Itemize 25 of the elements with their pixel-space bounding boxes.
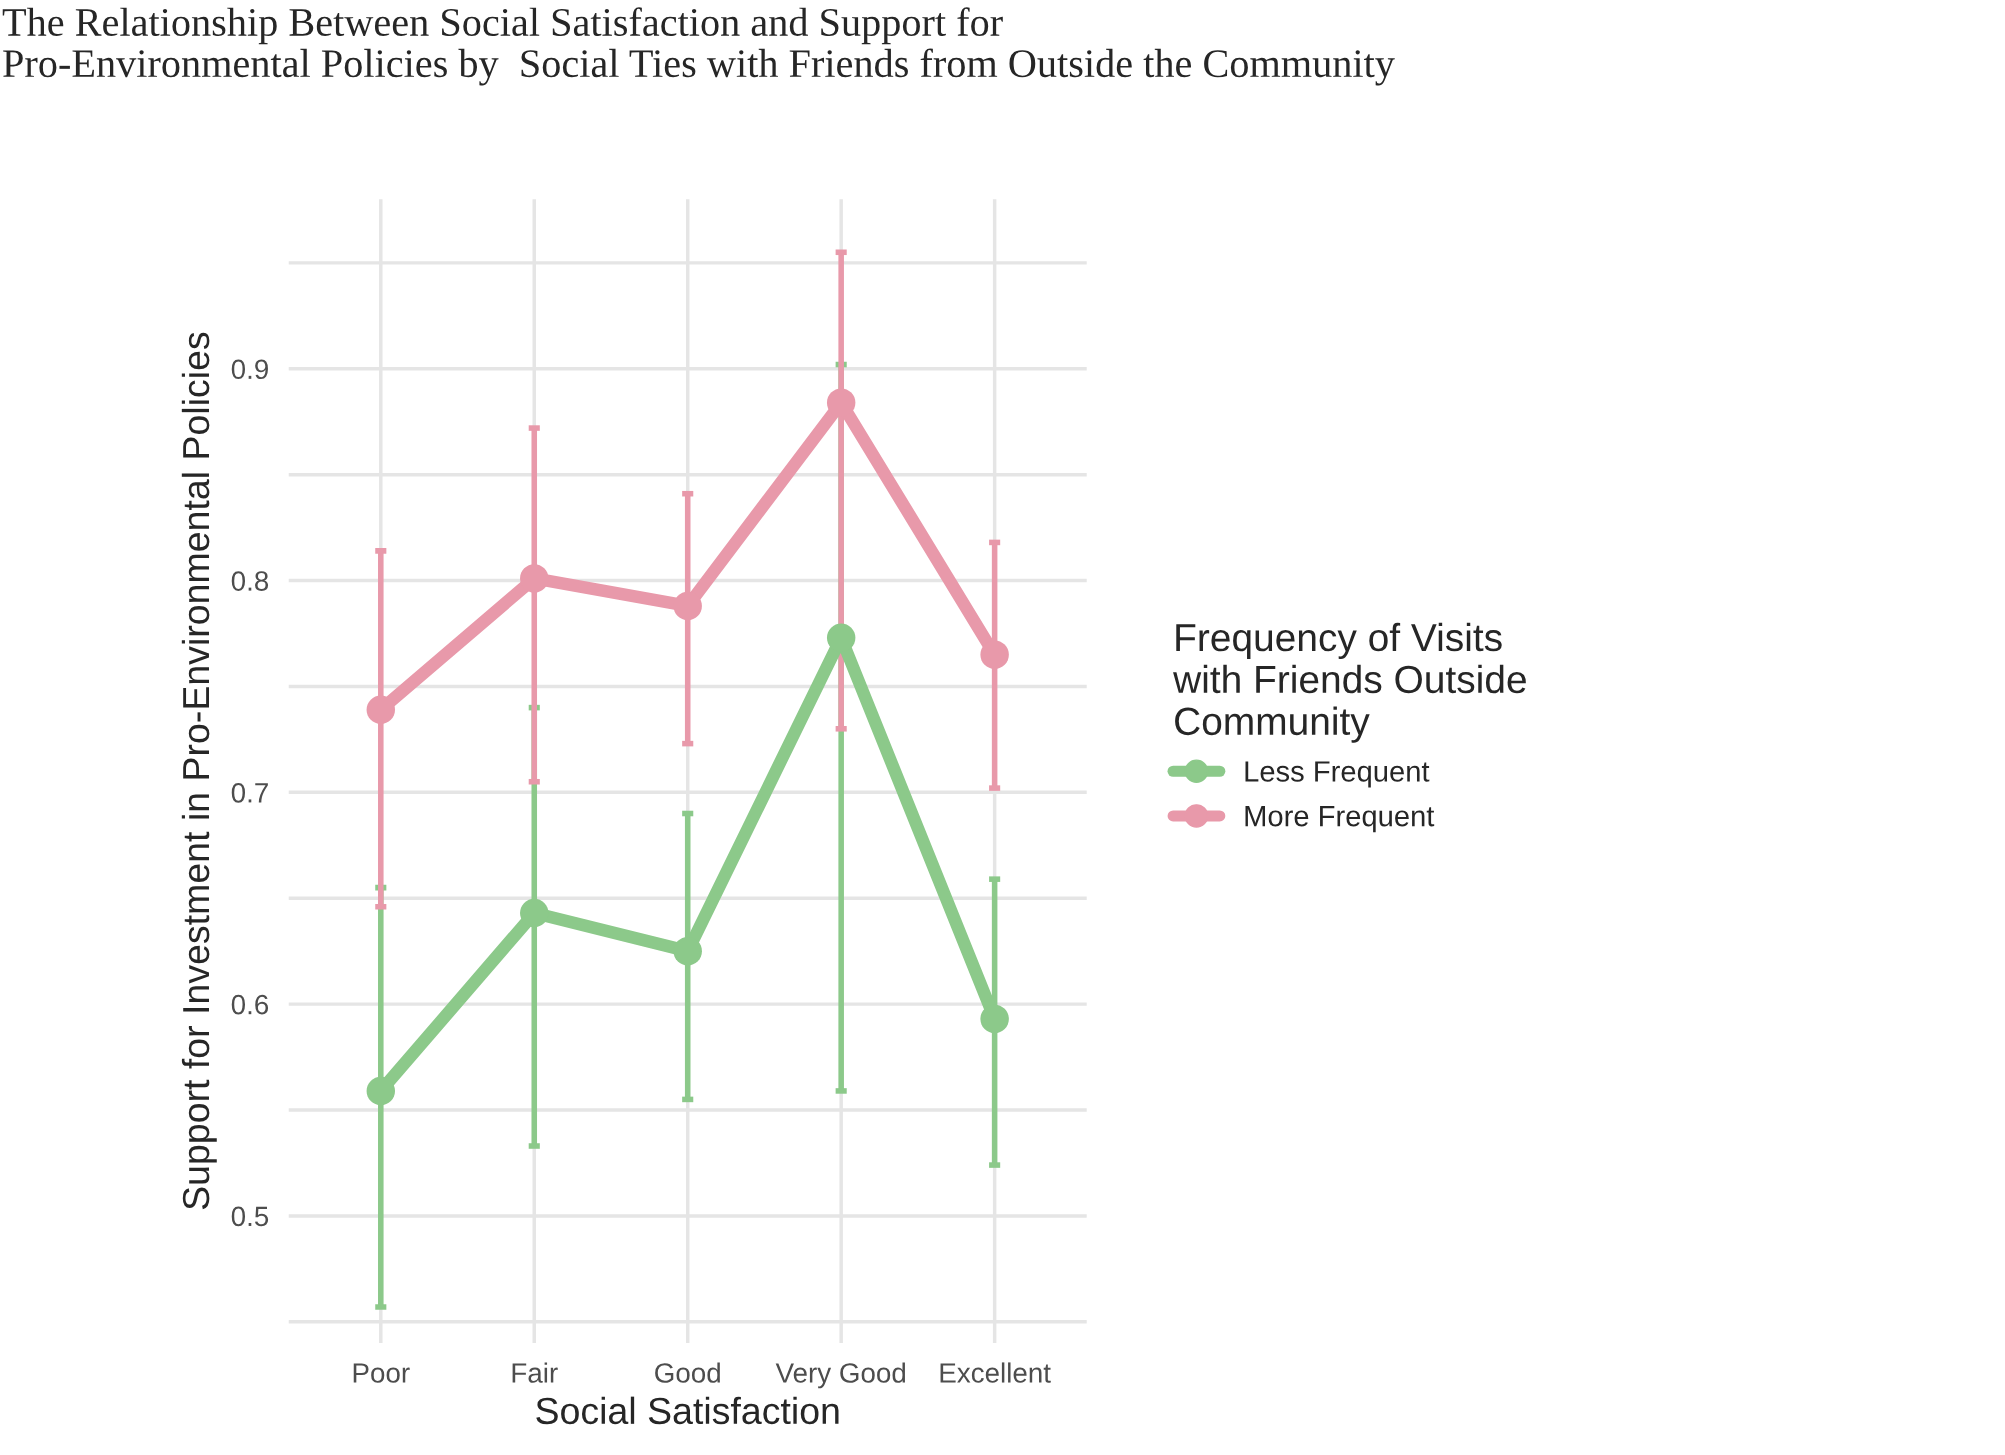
y-tick-label: 0.9 [231, 359, 268, 380]
point [980, 640, 1009, 669]
point [673, 936, 702, 966]
x-tick-label: Good [655, 1362, 720, 1383]
y-tick-label: 0.8 [231, 571, 269, 591]
point [366, 695, 396, 724]
point [673, 591, 702, 621]
legend-title: Frequency of Visits with Friends Outside Community [1173, 622, 1526, 743]
chart-title: The Relationship Between Social Satisfaction and Support for Pro-Environmental Policies by Social Ties with Friends from Outside the Community [2, 7, 1395, 86]
x-tick-label: Excellent [940, 1362, 1051, 1383]
y-tick-label: 0.6 [231, 994, 269, 1015]
x-tick-label: Fair [512, 1362, 558, 1383]
x-axis-title: Social Satisfaction [536, 1396, 839, 1425]
point [520, 564, 549, 593]
point [826, 388, 856, 417]
y-tick-label: 0.5 [231, 1206, 269, 1227]
x-tick-label: Poor [353, 1363, 410, 1383]
legend-label: Less Frequent [1245, 761, 1430, 788]
legend-label: More Frequent [1245, 806, 1435, 833]
point [520, 898, 549, 928]
x-tick-label: Very Good [775, 1362, 906, 1389]
y-axis-title: Support for Investment in Pro-Environmental Policies [181, 332, 217, 1210]
y-tick-label: 0.7 [231, 783, 268, 803]
point [366, 1076, 396, 1106]
point [980, 1004, 1009, 1034]
